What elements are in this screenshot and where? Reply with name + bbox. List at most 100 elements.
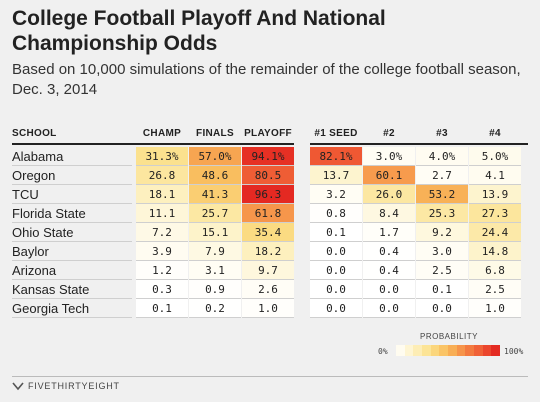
legend-swatch — [430, 345, 440, 356]
legend-swatch — [404, 345, 414, 356]
odds-cell-4: 14.8 — [469, 242, 521, 261]
legend-swatch — [474, 345, 483, 356]
column-header-school: SCHOOL — [12, 128, 57, 139]
fivethirtyeight-logo-icon — [12, 382, 24, 391]
school-name: Alabama — [12, 147, 132, 166]
odds-cell-playoff: 18.2 — [242, 242, 294, 261]
column-header-1-seed: #1 SEED — [314, 128, 358, 139]
column-header-playoff: PLAYOFF — [244, 128, 292, 139]
odds-cell-3: 0.1 — [416, 280, 468, 299]
odds-cell-4: 4.1 — [469, 166, 521, 185]
odds-cell-playoff: 2.6 — [242, 280, 294, 299]
odds-cell-3: 2.5 — [416, 261, 468, 280]
odds-cell-4: 27.3 — [469, 204, 521, 223]
legend-swatch — [456, 345, 466, 356]
odds-cell-1-seed: 0.0 — [310, 299, 362, 318]
school-name: Kansas State — [12, 280, 132, 299]
odds-cell-2: 60.1 — [363, 166, 415, 185]
odds-cell-playoff: 1.0 — [242, 299, 294, 318]
odds-cell-3: 9.2 — [416, 223, 468, 242]
odds-cell-playoff: 94.1% — [242, 147, 294, 166]
odds-cell-4: 13.9 — [469, 185, 521, 204]
legend-swatch — [448, 345, 457, 356]
odds-cell-2: 1.7 — [363, 223, 415, 242]
odds-cell-finals: 15.1 — [189, 223, 241, 242]
odds-cell-3: 2.7 — [416, 166, 468, 185]
legend-swatch — [422, 345, 431, 356]
odds-cell-2: 26.0 — [363, 185, 415, 204]
odds-cell-2: 0.4 — [363, 261, 415, 280]
school-name: TCU — [12, 185, 132, 204]
odds-cell-champ: 3.9 — [136, 242, 188, 261]
odds-cell-3: 4.0% — [416, 147, 468, 166]
odds-cell-champ: 31.3% — [136, 147, 188, 166]
probability-legend: PROBABILITY 0% 100% — [378, 332, 528, 362]
legend-swatch — [482, 345, 492, 356]
odds-cell-finals: 3.1 — [189, 261, 241, 280]
chart-subtitle: Based on 10,000 simulations of the remai… — [12, 61, 521, 98]
odds-cell-2: 0.4 — [363, 242, 415, 261]
school-name: Baylor — [12, 242, 132, 261]
chart-title: College Football Playoff And National Ch… — [12, 7, 386, 55]
odds-cell-2: 8.4 — [363, 204, 415, 223]
odds-cell-3: 3.0 — [416, 242, 468, 261]
odds-cell-champ: 26.8 — [136, 166, 188, 185]
odds-cell-2: 0.0 — [363, 280, 415, 299]
column-header-finals: FINALS — [196, 128, 234, 139]
school-name: Ohio State — [12, 223, 132, 242]
odds-cell-3: 25.3 — [416, 204, 468, 223]
odds-cell-3: 0.0 — [416, 299, 468, 318]
odds-cell-1-seed: 3.2 — [310, 185, 362, 204]
odds-cell-champ: 1.2 — [136, 261, 188, 280]
odds-cell-4: 5.0% — [469, 147, 521, 166]
legend-swatch — [491, 345, 501, 356]
odds-cell-champ: 18.1 — [136, 185, 188, 204]
odds-cell-1-seed: 0.1 — [310, 223, 362, 242]
legend-low-label: 0% — [378, 347, 388, 356]
odds-cell-4: 24.4 — [469, 223, 521, 242]
odds-cell-2: 3.0% — [363, 147, 415, 166]
school-name: Oregon — [12, 166, 132, 185]
school-name: Florida State — [12, 204, 132, 223]
column-header-2: #2 — [383, 128, 395, 139]
odds-cell-playoff: 96.3 — [242, 185, 294, 204]
brand-name: FIVETHIRTYEIGHT — [28, 381, 120, 391]
legend-high-label: 100% — [504, 347, 524, 356]
odds-cell-1-seed: 0.0 — [310, 242, 362, 261]
odds-cell-champ: 11.1 — [136, 204, 188, 223]
odds-cell-4: 6.8 — [469, 261, 521, 280]
legend-swatch — [413, 345, 423, 356]
odds-table: SCHOOL CHAMP FINALS PLAYOFF #1 SEED #2 #3 #4 Ala… — [12, 128, 528, 318]
odds-cell-finals: 41.3 — [189, 185, 241, 204]
legend-swatch — [396, 345, 405, 356]
footer: FIVETHIRTYEIGHT — [12, 381, 120, 391]
odds-cell-champ: 7.2 — [136, 223, 188, 242]
odds-cell-2: 0.0 — [363, 299, 415, 318]
odds-cell-finals: 0.2 — [189, 299, 241, 318]
header-rule — [310, 143, 528, 145]
header-rule — [12, 143, 294, 145]
odds-cell-playoff: 9.7 — [242, 261, 294, 280]
legend-swatch — [465, 345, 475, 356]
odds-cell-finals: 0.9 — [189, 280, 241, 299]
column-header-champ: CHAMP — [142, 128, 182, 139]
school-name: Georgia Tech — [12, 299, 132, 318]
odds-cell-champ: 0.3 — [136, 280, 188, 299]
legend-color-ramp — [396, 345, 501, 356]
odds-cell-playoff: 35.4 — [242, 223, 294, 242]
odds-cell-finals: 7.9 — [189, 242, 241, 261]
odds-cell-4: 2.5 — [469, 280, 521, 299]
odds-cell-playoff: 61.8 — [242, 204, 294, 223]
odds-cell-1-seed: 13.7 — [310, 166, 362, 185]
odds-cell-playoff: 80.5 — [242, 166, 294, 185]
legend-swatch — [439, 345, 449, 356]
legend-title: PROBABILITY — [420, 332, 478, 341]
odds-cell-1-seed: 0.8 — [310, 204, 362, 223]
footer-divider — [12, 376, 528, 377]
odds-cell-champ: 0.1 — [136, 299, 188, 318]
column-header-3: #3 — [436, 128, 448, 139]
odds-cell-1-seed: 0.0 — [310, 261, 362, 280]
odds-cell-1-seed: 82.1% — [310, 147, 362, 166]
odds-cell-3: 53.2 — [416, 185, 468, 204]
odds-cell-1-seed: 0.0 — [310, 280, 362, 299]
